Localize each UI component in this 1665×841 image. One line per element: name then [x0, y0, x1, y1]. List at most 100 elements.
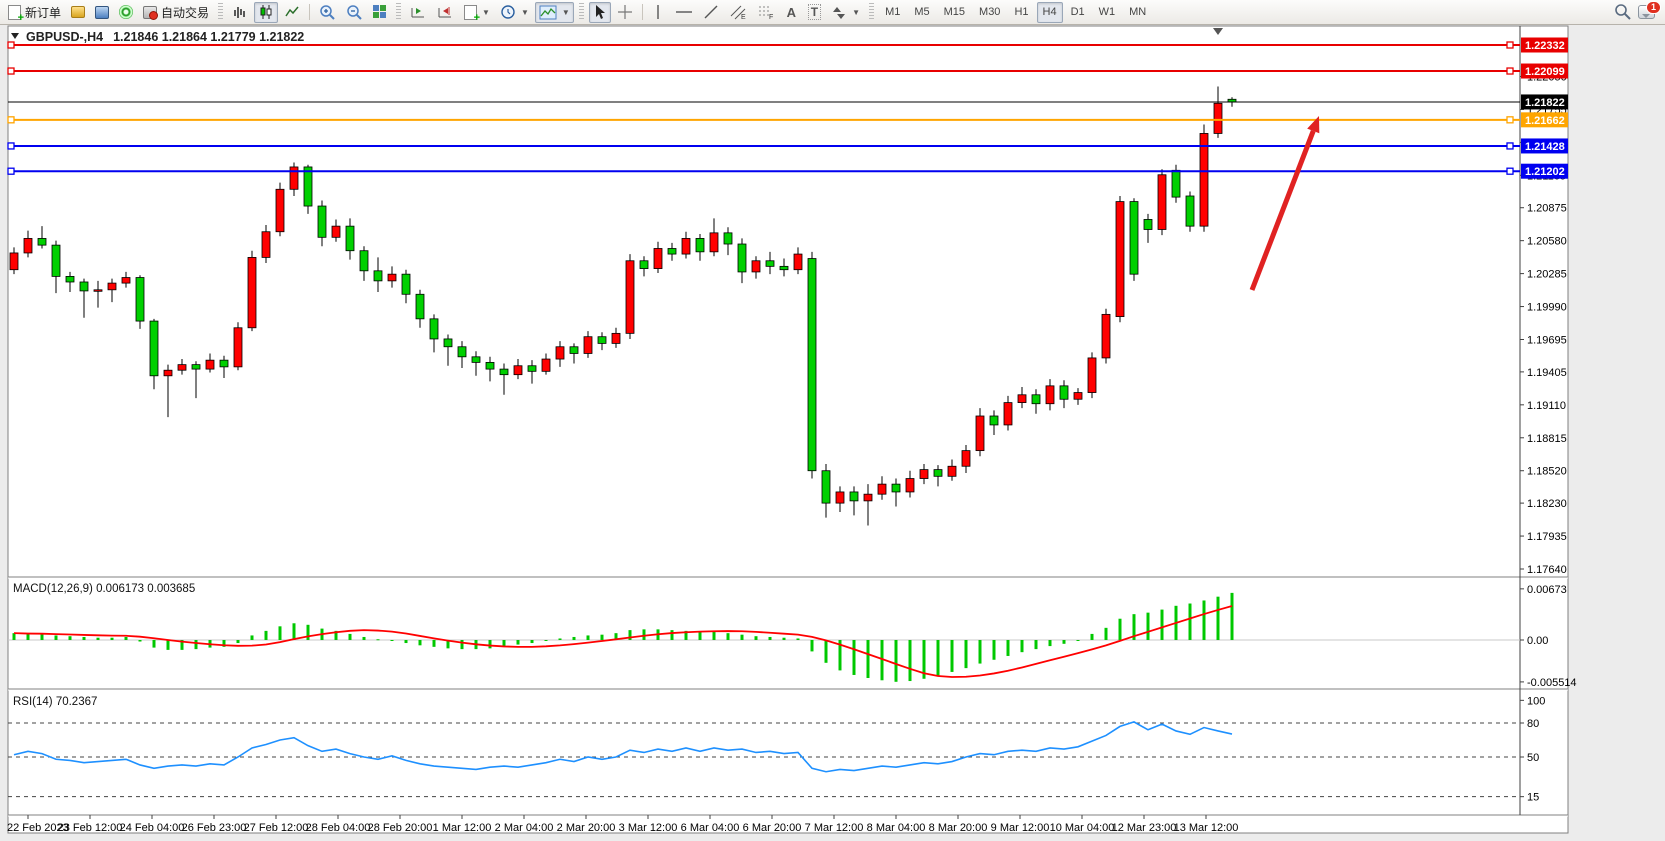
timeframe-m1-button[interactable]: M1 [885, 6, 901, 18]
equidistant-channel-tool-button[interactable]: E [725, 2, 751, 23]
svg-text:1.19990: 1.19990 [1527, 302, 1567, 314]
hline-1.21822[interactable]: 1.21822 [8, 94, 1568, 110]
svg-text:10 Mar 04:00: 10 Mar 04:00 [1050, 822, 1115, 834]
new-order-button[interactable]: 新订单 [4, 2, 65, 24]
fibonacci-tool-button[interactable]: F [753, 2, 779, 23]
svg-text:23 Feb 12:00: 23 Feb 12:00 [58, 822, 123, 834]
timeframe-mn-button[interactable]: MN [1129, 6, 1147, 18]
svg-text:6 Mar 20:00: 6 Mar 20:00 [743, 822, 802, 834]
svg-text:6 Mar 04:00: 6 Mar 04:00 [681, 822, 740, 834]
hline-1.21428[interactable]: 1.21428 [7, 138, 1568, 154]
new-chart-button[interactable]: ▼ [460, 2, 494, 24]
profile-prev-button[interactable] [406, 2, 431, 23]
toolbar-separator [309, 4, 311, 20]
bar-chart-button[interactable] [228, 2, 252, 23]
crosshair-tool-button[interactable] [613, 2, 637, 23]
timeframe-m5-button[interactable]: M5 [914, 6, 930, 18]
hline-1.21662[interactable]: 1.21662 [7, 112, 1568, 128]
horizontal-line-icon [675, 11, 692, 13]
zoom-out-button[interactable] [342, 2, 367, 23]
main-toolbar: 新订单 自动交易 [0, 0, 1665, 25]
timeframe-m15-button[interactable]: M15 [943, 6, 966, 18]
svg-text:E: E [741, 14, 746, 20]
svg-text:1.19695: 1.19695 [1527, 335, 1567, 347]
annotation-arrow[interactable] [1249, 116, 1320, 291]
svg-text:7 Mar 12:00: 7 Mar 12:00 [805, 822, 864, 834]
signals-icon [119, 5, 134, 19]
hline-1.22099[interactable]: 1.22099 [7, 63, 1568, 79]
channel-icon: E [730, 5, 746, 20]
notifications-icon[interactable]: 1 [1638, 1, 1661, 19]
market-watch-button[interactable] [91, 2, 113, 23]
metaeditor-button[interactable] [67, 2, 89, 23]
svg-text:1.20285: 1.20285 [1527, 269, 1567, 281]
hline-1.22332[interactable]: 1.22332 [7, 37, 1568, 53]
zoom-out-icon [347, 4, 362, 20]
timeframe-m30-button[interactable]: M30 [979, 6, 1001, 18]
svg-text:-0.005514: -0.005514 [1527, 677, 1577, 689]
timeframe-w1-button[interactable]: W1 [1098, 6, 1116, 18]
templates-button[interactable]: ▼ [534, 1, 574, 23]
svg-text:1.19110: 1.19110 [1527, 400, 1566, 412]
svg-text:13 Mar 12:00: 13 Mar 12:00 [1174, 822, 1239, 834]
timeframe-d1-button[interactable]: D1 [1070, 6, 1085, 18]
svg-text:9 Mar 12:00: 9 Mar 12:00 [991, 822, 1050, 834]
toolbar-grip [218, 3, 224, 21]
toolbar-grip [578, 3, 584, 21]
search-icon[interactable] [1614, 3, 1632, 21]
svg-text:1 Mar 12:00: 1 Mar 12:00 [433, 822, 492, 834]
line-chart-icon [285, 6, 299, 17]
line-handle [1506, 167, 1514, 175]
chart-shift-marker[interactable] [1213, 28, 1223, 35]
line-handle [1506, 116, 1514, 124]
autotrading-button[interactable]: 自动交易 [139, 2, 213, 23]
svg-text:2 Mar 04:00: 2 Mar 04:00 [495, 822, 554, 834]
line-handle [7, 142, 15, 150]
profile-next-icon [438, 7, 452, 18]
candlestick-chart-button[interactable] [254, 1, 279, 23]
timeframe-h4-button[interactable]: H4 [1036, 1, 1063, 23]
svg-text:12 Mar 23:00: 12 Mar 23:00 [1112, 822, 1177, 834]
chart-context-arrow[interactable] [11, 33, 19, 39]
market-watch-icon [95, 5, 110, 19]
zoom-in-button[interactable] [315, 2, 340, 23]
svg-text:1.19405: 1.19405 [1527, 367, 1567, 379]
timeframe-h1-button[interactable]: H1 [1014, 6, 1029, 18]
horizontal-line-tool-button[interactable] [671, 2, 697, 23]
vertical-line-tool-button[interactable] [648, 2, 669, 23]
svg-text:1.18815: 1.18815 [1527, 433, 1567, 445]
line-chart-button[interactable] [280, 2, 304, 23]
text-label-tool-button[interactable]: T [804, 2, 825, 23]
svg-text:1.18230: 1.18230 [1527, 498, 1567, 510]
new-order-icon [8, 4, 24, 24]
metaeditor-icon [71, 6, 86, 18]
signals-button[interactable] [115, 2, 137, 23]
svg-text:28 Feb 20:00: 28 Feb 20:00 [368, 822, 433, 834]
line-handle [7, 116, 15, 124]
hline-1.21202[interactable]: 1.21202 [7, 163, 1568, 179]
svg-text:28 Feb 04:00: 28 Feb 04:00 [306, 822, 371, 834]
cursor-icon [595, 5, 605, 19]
arrows-tool-button[interactable]: ▼ [827, 2, 864, 23]
svg-text:0.00673: 0.00673 [1527, 584, 1567, 596]
periods-button[interactable]: ▼ [496, 2, 533, 23]
chevron-down-icon: ▼ [852, 7, 861, 17]
text-tool-button[interactable]: A [781, 2, 802, 23]
svg-text:1.21662: 1.21662 [1525, 115, 1565, 127]
svg-text:8 Mar 20:00: 8 Mar 20:00 [929, 822, 988, 834]
toolbar-grip [396, 3, 402, 21]
cursor-tool-button[interactable] [588, 1, 611, 23]
candles [9, 86, 1237, 526]
tile-windows-button[interactable] [369, 2, 391, 23]
trendline-tool-button[interactable] [699, 2, 723, 23]
macd-signal-line [13, 605, 1233, 678]
chart-plot-area[interactable] [7, 25, 1569, 834]
macd-label: MACD(12,26,9) 0.006173 0.003685 [13, 583, 195, 595]
candlestick-chart-icon [260, 5, 272, 19]
toolbar-grip [869, 3, 875, 21]
svg-text:1.22332: 1.22332 [1525, 40, 1565, 52]
chevron-down-icon: ▼ [561, 7, 570, 17]
profile-next-button[interactable] [433, 2, 458, 23]
